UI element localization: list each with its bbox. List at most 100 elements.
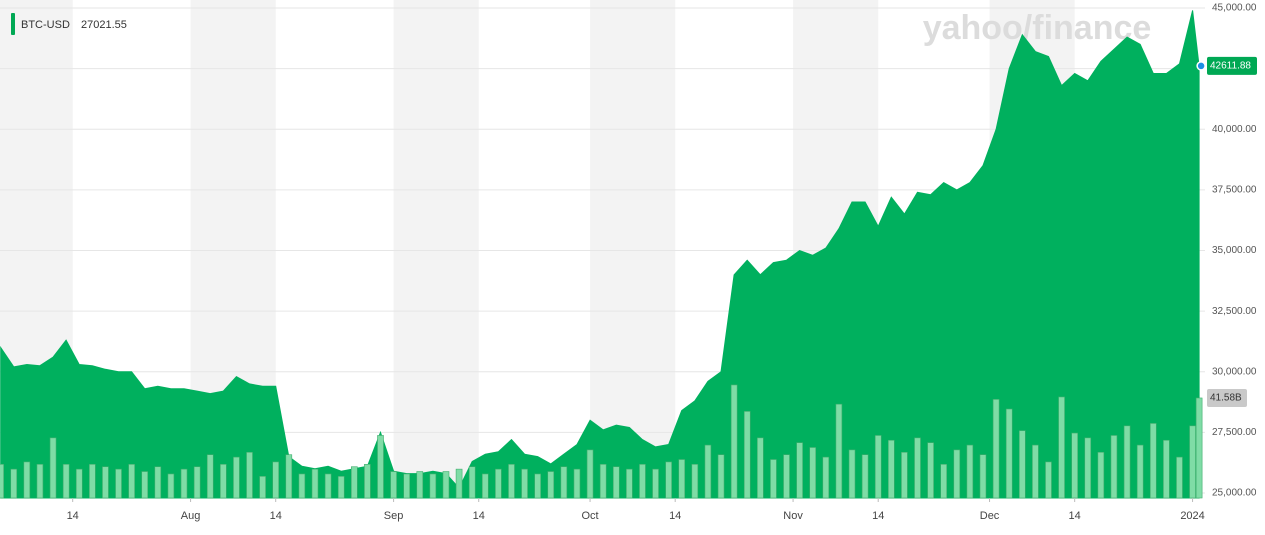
volume-bar <box>626 468 633 499</box>
volume-bar <box>298 473 306 499</box>
volume-bar <box>848 449 856 499</box>
volume-bar <box>1097 451 1105 499</box>
volume-bar <box>141 471 149 499</box>
volume-bar <box>547 471 555 499</box>
y-tick-label: 32,500.00 <box>1212 306 1257 317</box>
volume-bar <box>167 473 175 499</box>
volume-bar <box>180 468 188 499</box>
x-tick-label: 14 <box>872 510 884 522</box>
volume-bar <box>914 437 921 499</box>
volume-bar <box>62 464 70 499</box>
y-tick-label: 37,500.00 <box>1212 185 1257 196</box>
volume-bar <box>350 466 358 499</box>
volume-bar <box>678 459 686 499</box>
watermark: yahoo/finance <box>923 9 1152 47</box>
volume-bar <box>311 468 319 499</box>
volume-bar <box>1018 430 1026 499</box>
y-tick-label: 30,000.00 <box>1212 366 1257 377</box>
x-tick-label: 14 <box>669 510 681 522</box>
x-tick-label: Oct <box>581 510 598 522</box>
band <box>393 0 479 498</box>
x-tick-label: 14 <box>1069 510 1081 522</box>
volume-bar <box>324 473 332 499</box>
volume-bar <box>115 468 122 499</box>
x-tick-label: Aug <box>181 510 201 522</box>
axis-panel <box>1205 0 1265 535</box>
volume-bar <box>246 451 253 499</box>
volume-bar <box>730 384 738 499</box>
y-tick-label: 40,000.00 <box>1212 124 1257 135</box>
volume-bar <box>233 456 240 499</box>
volume-bar <box>822 456 830 499</box>
x-tick-label: Sep <box>384 510 404 522</box>
volume-bar <box>364 464 371 499</box>
volume-bar <box>809 447 817 499</box>
volume-bar <box>757 437 764 499</box>
volume-bar <box>49 437 57 499</box>
volume-bar <box>534 473 541 499</box>
volume-bar <box>704 444 712 499</box>
volume-bar <box>272 461 280 499</box>
plot <box>0 10 1206 499</box>
volume-bar <box>521 468 528 499</box>
volume-bar <box>940 464 947 499</box>
volume-bar <box>743 411 751 499</box>
volume-bar <box>953 449 961 499</box>
price-area <box>0 10 1200 499</box>
volume-bar <box>206 454 214 499</box>
price-tag <box>1207 56 1257 75</box>
legend-swatch <box>11 13 15 35</box>
volume-bar <box>966 444 974 499</box>
volume-bar <box>429 473 437 499</box>
legend-value: 27021.55 <box>81 19 127 31</box>
volume-bar <box>560 466 568 499</box>
legend-name: BTC-USD <box>21 19 70 31</box>
band <box>590 0 676 498</box>
volume-bar <box>992 399 1000 499</box>
volume-bar <box>639 464 646 499</box>
volume-bar <box>154 466 162 499</box>
volume-bar <box>796 442 803 499</box>
volume-bar <box>455 468 463 499</box>
volume-bar <box>102 466 109 499</box>
volume-bar <box>717 454 725 499</box>
volume-bar <box>128 464 135 499</box>
volume-bar <box>1032 444 1039 499</box>
volume-bar <box>901 451 908 499</box>
volume-bar <box>770 459 777 499</box>
volume-bar <box>1005 408 1013 499</box>
volume-bar <box>612 466 620 499</box>
volume-bar <box>468 466 476 499</box>
volume-bar <box>259 476 266 499</box>
volume-bar <box>75 468 83 499</box>
volume-bar <box>481 473 489 499</box>
volume-bar <box>874 435 882 499</box>
x-tick-label: 14 <box>473 510 485 522</box>
volume-bar <box>652 468 659 499</box>
price-tag-label: 42611.88 <box>1210 61 1251 72</box>
last-point <box>1196 61 1206 71</box>
volume-bar <box>1071 432 1078 499</box>
volume-bar <box>1110 435 1118 499</box>
volume-bar <box>495 468 502 499</box>
volume-bar <box>691 464 699 499</box>
volume-bar <box>599 464 607 499</box>
x-tick-label: 2024 <box>1180 510 1204 522</box>
volume-bar <box>835 403 843 499</box>
volume-bar <box>23 461 31 499</box>
volume-bar <box>508 464 515 499</box>
y-tick-label: 35,000.00 <box>1212 245 1257 256</box>
volume-bar <box>442 471 450 499</box>
volume-bar <box>1045 461 1052 499</box>
volume-bar <box>0 464 4 499</box>
volume-bar <box>1058 396 1065 499</box>
y-tick-label: 45,000.00 <box>1212 3 1257 14</box>
y-tick-label: 27,500.00 <box>1212 427 1257 438</box>
volume-bar <box>1195 397 1203 499</box>
volume-bar <box>1163 439 1170 499</box>
x-tick-label: 14 <box>67 510 79 522</box>
volume-bar <box>1189 425 1196 499</box>
volume-bar <box>337 476 345 499</box>
